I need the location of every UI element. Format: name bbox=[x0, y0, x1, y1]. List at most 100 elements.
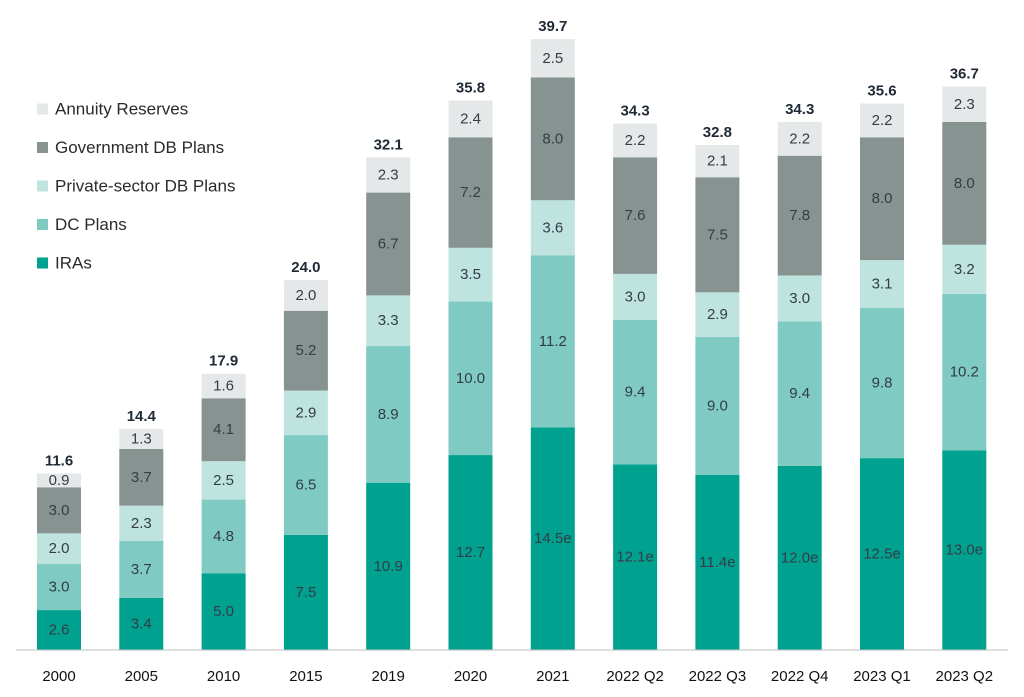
data-label-iras-2021: 14.5e bbox=[534, 530, 572, 547]
data-label-annuity-reserves-2005: 1.3 bbox=[131, 430, 152, 447]
legend-item-government-db-plans: Government DB Plans bbox=[37, 138, 224, 157]
bar-private-sector-db-plans-2023-q2 bbox=[942, 244, 987, 294]
legend-label-dc-plans: DC Plans bbox=[55, 215, 127, 234]
bar-iras-2019 bbox=[366, 482, 411, 650]
data-label-dc-plans-2020: 10.0 bbox=[456, 370, 485, 387]
bar-dc-plans-2020 bbox=[448, 301, 493, 456]
total-label-2023-q1: 35.6 bbox=[867, 83, 896, 100]
bar-dc-plans-2010 bbox=[201, 499, 246, 574]
bar-annuity-reserves-2023-q1 bbox=[860, 103, 904, 138]
data-label-iras-2020: 12.7 bbox=[456, 544, 485, 561]
data-label-private-sector-db-plans-2005: 2.3 bbox=[131, 515, 152, 532]
legend-label-iras: IRAs bbox=[55, 254, 92, 273]
bar-dc-plans-2022-q4 bbox=[777, 321, 822, 466]
bar-private-sector-db-plans-2015 bbox=[283, 390, 328, 436]
x-tick-label-2019: 2019 bbox=[372, 668, 405, 685]
data-label-government-db-plans-2015: 5.2 bbox=[295, 342, 316, 359]
data-label-iras-2010: 5.0 bbox=[213, 603, 234, 620]
data-label-government-db-plans-2023-q2: 8.0 bbox=[954, 175, 975, 192]
bars: 2.6 3.0 2.0 3.0 0.9 11.6 3.4 3.7 2.3 3.7 1.3 14.4 5.… bbox=[37, 18, 987, 650]
bar-dc-plans-2022-q2 bbox=[613, 319, 658, 465]
bar-dc-plans-2023-q2 bbox=[942, 293, 987, 451]
bar-government-db-plans-2021 bbox=[530, 77, 575, 201]
bar-iras-2015 bbox=[283, 534, 328, 650]
data-label-annuity-reserves-2015: 2.0 bbox=[295, 287, 316, 304]
data-label-private-sector-db-plans-2023-q2: 3.2 bbox=[954, 261, 975, 278]
bar-private-sector-db-plans-2010 bbox=[201, 461, 246, 500]
data-label-iras-2000: 2.6 bbox=[49, 622, 70, 639]
bar-government-db-plans-2020 bbox=[448, 137, 493, 248]
x-tick-label-2021: 2021 bbox=[536, 668, 569, 685]
data-label-dc-plans-2022-q2: 9.4 bbox=[625, 384, 646, 401]
data-label-iras-2005: 3.4 bbox=[131, 615, 152, 632]
legend-swatch-annuity-reserves bbox=[37, 103, 48, 115]
bar-dc-plans-2000 bbox=[37, 564, 81, 611]
bar-iras-2000 bbox=[37, 610, 81, 650]
total-label-2022-q4: 34.3 bbox=[785, 101, 814, 118]
data-label-government-db-plans-2020: 7.2 bbox=[460, 184, 481, 201]
bar-annuity-reserves-2005 bbox=[119, 428, 164, 449]
bar-stack-2015: 7.5 6.5 2.9 5.2 2.0 24.0 bbox=[283, 259, 328, 650]
bar-dc-plans-2023-q1 bbox=[860, 307, 904, 459]
bar-dc-plans-2019 bbox=[366, 346, 411, 483]
data-label-annuity-reserves-2000: 0.9 bbox=[49, 472, 70, 489]
data-label-iras-2023-q2: 13.0e bbox=[946, 542, 984, 559]
bar-annuity-reserves-2019 bbox=[366, 157, 411, 193]
total-label-2022-q2: 34.3 bbox=[620, 102, 649, 119]
data-label-private-sector-db-plans-2023-q1: 3.1 bbox=[872, 275, 893, 292]
bar-dc-plans-2022-q3 bbox=[695, 336, 740, 476]
total-label-2019: 32.1 bbox=[374, 136, 403, 153]
data-label-dc-plans-2022-q4: 9.4 bbox=[789, 385, 810, 402]
bar-annuity-reserves-2000 bbox=[37, 473, 81, 488]
data-label-annuity-reserves-2019: 2.3 bbox=[378, 166, 399, 183]
data-label-private-sector-db-plans-2000: 2.0 bbox=[49, 540, 70, 557]
legend-swatch-private-sector-db-plans bbox=[37, 180, 48, 192]
bar-government-db-plans-2015 bbox=[283, 310, 328, 391]
x-tick-label-2022-q4: 2022 Q4 bbox=[771, 668, 829, 685]
x-tick-label-2000: 2000 bbox=[42, 668, 75, 685]
bar-iras-2022-q4 bbox=[777, 465, 822, 650]
bar-annuity-reserves-2022-q4 bbox=[777, 121, 822, 156]
bar-iras-2023-q2 bbox=[942, 450, 987, 650]
bar-stack-2020: 12.7 10.0 3.5 7.2 2.4 35.8 bbox=[448, 79, 493, 650]
data-label-annuity-reserves-2010: 1.6 bbox=[213, 377, 234, 394]
total-label-2005: 14.4 bbox=[127, 408, 157, 425]
data-label-government-db-plans-2019: 6.7 bbox=[378, 235, 399, 252]
total-label-2022-q3: 32.8 bbox=[703, 124, 732, 141]
data-label-annuity-reserves-2020: 2.4 bbox=[460, 110, 481, 127]
data-label-government-db-plans-2022-q2: 7.6 bbox=[625, 207, 646, 224]
bar-dc-plans-2015 bbox=[283, 435, 328, 535]
legend-item-dc-plans: DC Plans bbox=[37, 215, 127, 234]
bar-annuity-reserves-2015 bbox=[283, 280, 328, 311]
bar-iras-2022-q2 bbox=[613, 464, 658, 650]
data-label-government-db-plans-2022-q4: 7.8 bbox=[789, 207, 810, 224]
bar-government-db-plans-2022-q3 bbox=[695, 177, 740, 293]
bar-iras-2020 bbox=[448, 455, 493, 650]
bar-government-db-plans-2023-q2 bbox=[942, 121, 987, 245]
bar-annuity-reserves-2022-q3 bbox=[695, 144, 740, 178]
data-label-annuity-reserves-2021: 2.5 bbox=[542, 50, 563, 67]
legend-item-annuity-reserves: Annuity Reserves bbox=[37, 100, 188, 119]
total-label-2015: 24.0 bbox=[291, 259, 320, 276]
bar-private-sector-db-plans-2022-q3 bbox=[695, 292, 740, 337]
x-axis-ticks: 2000 2005 2010 2015 2019 2020 2021 2022 Q2 2022 … bbox=[42, 668, 993, 685]
bar-stack-2022-q4: 12.0e 9.4 3.0 7.8 2.2 34.3 bbox=[777, 101, 822, 650]
x-tick-label-2015: 2015 bbox=[289, 668, 322, 685]
bar-private-sector-db-plans-2000 bbox=[37, 533, 81, 565]
bar-stack-2023-q2: 13.0e 10.2 3.2 8.0 2.3 36.7 bbox=[942, 66, 987, 650]
bar-iras-2005 bbox=[119, 597, 164, 650]
total-label-2021: 39.7 bbox=[538, 18, 567, 35]
bar-stack-2022-q3: 11.4e 9.0 2.9 7.5 2.1 32.8 bbox=[695, 124, 740, 650]
legend-swatch-dc-plans bbox=[37, 219, 48, 230]
data-label-private-sector-db-plans-2019: 3.3 bbox=[378, 312, 399, 329]
data-label-government-db-plans-2000: 3.0 bbox=[49, 502, 70, 519]
legend-label-annuity-reserves: Annuity Reserves bbox=[55, 100, 188, 119]
bar-government-db-plans-2019 bbox=[366, 192, 411, 296]
x-tick-label-2005: 2005 bbox=[125, 668, 158, 685]
legend-item-private-sector-db-plans: Private-sector DB Plans bbox=[37, 177, 235, 196]
data-label-dc-plans-2023-q1: 9.8 bbox=[872, 374, 893, 391]
data-label-private-sector-db-plans-2015: 2.9 bbox=[295, 404, 316, 421]
bar-iras-2023-q1 bbox=[860, 458, 904, 650]
bar-iras-2022-q3 bbox=[695, 475, 740, 650]
